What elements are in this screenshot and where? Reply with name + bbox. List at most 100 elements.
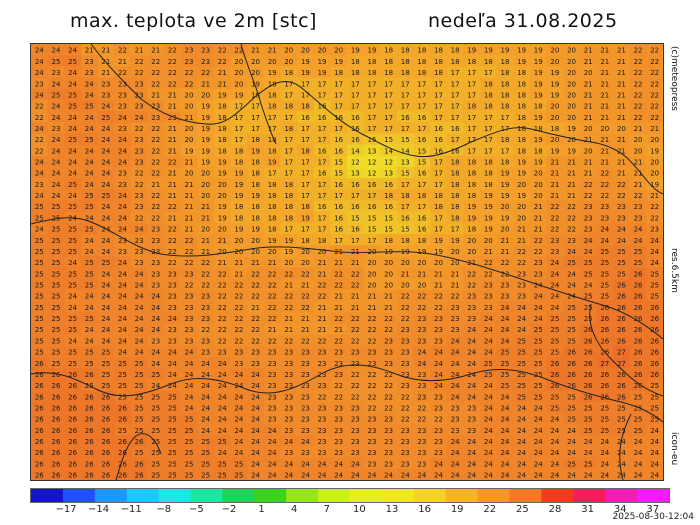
temperature-cell <box>213 334 232 347</box>
temperature-value-label: 24 <box>35 226 44 234</box>
temperature-value-label: 25 <box>168 427 177 435</box>
temperature-cell <box>97 44 115 56</box>
temperature-cell <box>563 379 581 392</box>
temperature-value-label: 21 <box>584 170 593 178</box>
temperature-cell <box>646 88 663 101</box>
temperature-value-label: 19 <box>201 125 210 133</box>
temperature-value-label: 24 <box>234 427 243 435</box>
temperature-value-label: 25 <box>501 371 510 379</box>
temperature-cell <box>164 189 182 202</box>
temperature-cell <box>263 412 282 425</box>
temperature-cell <box>313 88 331 101</box>
temperature-cell <box>546 200 564 213</box>
temperature-value-label: 25 <box>68 326 77 334</box>
temperature-value-label: 17 <box>401 203 410 211</box>
temperature-value-label: 22 <box>334 382 343 390</box>
temperature-value-label: 26 <box>101 427 110 435</box>
temperature-value-label: 20 <box>634 136 643 144</box>
temperature-value-label: 25 <box>118 360 127 368</box>
temperature-cell <box>230 55 248 67</box>
temperature-value-label: 17 <box>318 181 327 189</box>
temperature-cell <box>230 289 248 302</box>
temperature-cell <box>130 323 149 336</box>
temperature-value-label: 17 <box>318 136 327 144</box>
temperature-cell <box>247 256 265 269</box>
temperature-value-label: 26 <box>68 427 77 435</box>
temperature-value-label: 25 <box>51 270 60 278</box>
temperature-value-label: 21 <box>534 214 543 222</box>
temperature-value-label: 20 <box>318 248 327 256</box>
temperature-cell <box>330 55 348 67</box>
temperature-cell <box>413 334 431 347</box>
temperature-cell <box>247 368 265 380</box>
temperature-value-label: 24 <box>501 460 510 468</box>
temperature-value-label: 24 <box>501 438 510 446</box>
temperature-value-label: 23 <box>334 438 343 446</box>
temperature-cell <box>297 345 315 358</box>
temperature-cell <box>596 189 614 202</box>
temperature-value-label: 24 <box>68 337 77 345</box>
temperature-cell <box>380 44 398 56</box>
temperature-value-label: 20 <box>550 136 559 144</box>
temperature-value-label: 19 <box>251 192 260 200</box>
temperature-value-label: 26 <box>600 326 609 334</box>
temperature-value-label: 25 <box>600 404 609 412</box>
temperature-cell <box>563 435 581 448</box>
temperature-value-label: 18 <box>401 69 410 77</box>
temperature-value-label: 16 <box>351 226 360 234</box>
temperature-cell <box>396 77 415 90</box>
temperature-cell <box>646 245 663 258</box>
temperature-cell <box>147 234 165 246</box>
temperature-value-label: 22 <box>417 404 426 412</box>
temperature-cell <box>47 166 65 179</box>
temperature-value-label: 22 <box>367 404 376 412</box>
temperature-cell <box>164 77 182 90</box>
temperature-value-label: 24 <box>584 472 593 480</box>
temperature-cell <box>197 390 215 403</box>
temperature-cell <box>396 189 415 202</box>
temperature-cell <box>164 368 182 380</box>
temperature-cell <box>446 357 465 369</box>
temperature-cell <box>213 211 232 224</box>
temperature-value-label: 25 <box>218 438 227 446</box>
temperature-value-label: 24 <box>268 427 277 435</box>
temperature-value-label: 26 <box>550 360 559 368</box>
temperature-cell <box>529 345 548 358</box>
temperature-value-label: 25 <box>650 416 659 424</box>
temperature-value-label: 24 <box>68 80 77 88</box>
temperature-value-label: 23 <box>417 371 426 379</box>
temperature-cell <box>180 133 198 146</box>
temperature-cell <box>563 44 581 56</box>
temperature-value-label: 24 <box>85 147 94 155</box>
temperature-value-label: 23 <box>384 337 393 345</box>
temperature-value-label: 24 <box>101 281 110 289</box>
temperature-value-label: 26 <box>650 315 659 323</box>
temperature-value-label: 23 <box>201 304 210 312</box>
temperature-value-label: 22 <box>384 315 393 323</box>
temperature-cell <box>31 133 49 146</box>
temperature-cell <box>529 435 548 448</box>
temperature-value-label: 24 <box>135 293 144 301</box>
temperature-cell <box>513 435 531 448</box>
temperature-value-label: 24 <box>417 349 426 357</box>
temperature-value-label: 22 <box>434 416 443 424</box>
temperature-value-label: 18 <box>234 159 243 167</box>
temperature-cell <box>496 55 514 67</box>
temperature-value-label: 24 <box>101 203 110 211</box>
temperature-cell <box>646 189 663 202</box>
temperature-value-label: 21 <box>367 293 376 301</box>
temperature-value-label: 22 <box>168 80 177 88</box>
temperature-cell <box>80 189 99 202</box>
temperature-value-label: 17 <box>284 80 293 88</box>
temperature-cell <box>613 401 631 414</box>
temperature-cell <box>263 379 282 392</box>
temperature-value-label: 21 <box>218 237 227 245</box>
temperature-cell <box>430 44 448 56</box>
temperature-value-label: 23 <box>318 416 327 424</box>
temperature-cell <box>613 345 631 358</box>
temperature-cell <box>529 144 548 157</box>
temperature-value-label: 26 <box>617 382 626 390</box>
temperature-cell <box>546 99 564 112</box>
temperature-value-label: 20 <box>650 136 659 144</box>
temperature-value-label: 23 <box>251 360 260 368</box>
